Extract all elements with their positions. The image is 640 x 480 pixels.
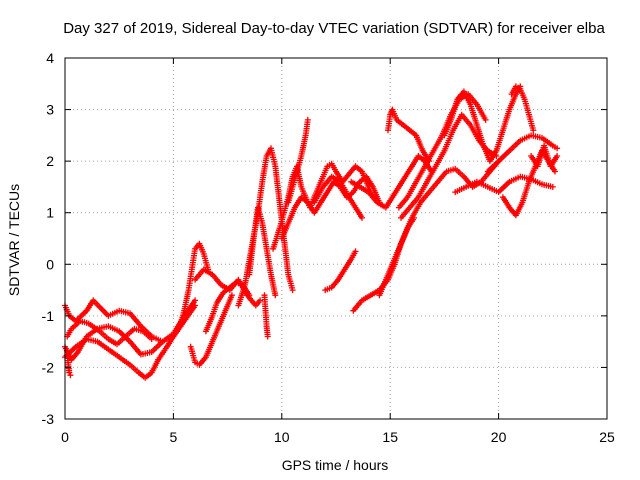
series-track-i xyxy=(192,266,264,309)
data-point xyxy=(359,214,365,221)
axis-ticks xyxy=(64,57,608,420)
series-track-v xyxy=(395,91,489,211)
series-track-t xyxy=(376,158,502,299)
data-point xyxy=(482,116,489,123)
series-track-l xyxy=(261,292,271,340)
series-track-e xyxy=(64,349,74,379)
series-track-z xyxy=(452,173,556,196)
y-axis-label: SDTVAR / TECUs xyxy=(6,184,22,296)
data-point xyxy=(304,116,311,123)
series-track-k xyxy=(246,204,279,299)
data-point xyxy=(192,297,199,304)
y-tick-label: 2 xyxy=(46,153,54,169)
chart-title: Day 327 of 2019, Sidereal Day-to-day VTE… xyxy=(63,20,605,37)
data-point xyxy=(159,338,166,345)
data-point xyxy=(554,153,561,159)
data-point xyxy=(289,287,296,294)
data-points xyxy=(62,83,561,381)
series-track-g xyxy=(187,292,235,368)
series-track-d xyxy=(64,318,155,348)
x-tick-label: 15 xyxy=(382,429,398,445)
x-tick-label: 20 xyxy=(491,429,507,445)
y-tick-label: 3 xyxy=(46,102,54,118)
data-point xyxy=(549,183,556,190)
series-track-aa xyxy=(484,132,561,175)
data-point xyxy=(272,292,279,299)
data-point xyxy=(530,127,537,134)
plot-frame xyxy=(64,57,608,420)
data-point xyxy=(264,333,271,340)
series-track-ac xyxy=(528,142,561,170)
y-tick-label: 0 xyxy=(46,256,54,272)
y-tick-label: 4 xyxy=(46,50,54,66)
series-track-o xyxy=(278,173,383,242)
y-tick-label: -2 xyxy=(42,359,55,375)
series-track-u xyxy=(385,106,433,165)
y-tick-label: 1 xyxy=(46,205,54,221)
series-track-b xyxy=(62,302,199,381)
series-track-y xyxy=(508,83,537,134)
data-point xyxy=(192,302,199,309)
x-tick-label: 25 xyxy=(599,429,615,445)
data-point xyxy=(257,297,264,304)
data-point xyxy=(148,336,155,343)
series-track-x xyxy=(441,83,524,165)
x-tick-label: 0 xyxy=(61,429,69,445)
y-tick-labels: -3 -2 -1 0 1 2 3 4 xyxy=(42,50,55,427)
x-tick-labels: 0 5 10 15 20 25 xyxy=(61,429,615,445)
series-track-q xyxy=(322,248,359,294)
x-tick-label: 5 xyxy=(170,429,178,445)
data-point xyxy=(67,372,74,379)
data-point xyxy=(552,168,558,175)
series-track-p xyxy=(311,173,365,221)
data-point xyxy=(352,248,359,255)
series-track-f xyxy=(170,240,212,340)
y-tick-label: -1 xyxy=(42,308,55,324)
x-tick-label: 10 xyxy=(274,429,290,445)
series-track-n xyxy=(285,116,311,206)
x-axis-label: GPS time / hours xyxy=(282,457,389,473)
y-tick-label: -3 xyxy=(42,411,55,427)
data-point xyxy=(228,292,235,299)
series-track-r xyxy=(348,153,435,211)
data-point xyxy=(554,145,561,152)
